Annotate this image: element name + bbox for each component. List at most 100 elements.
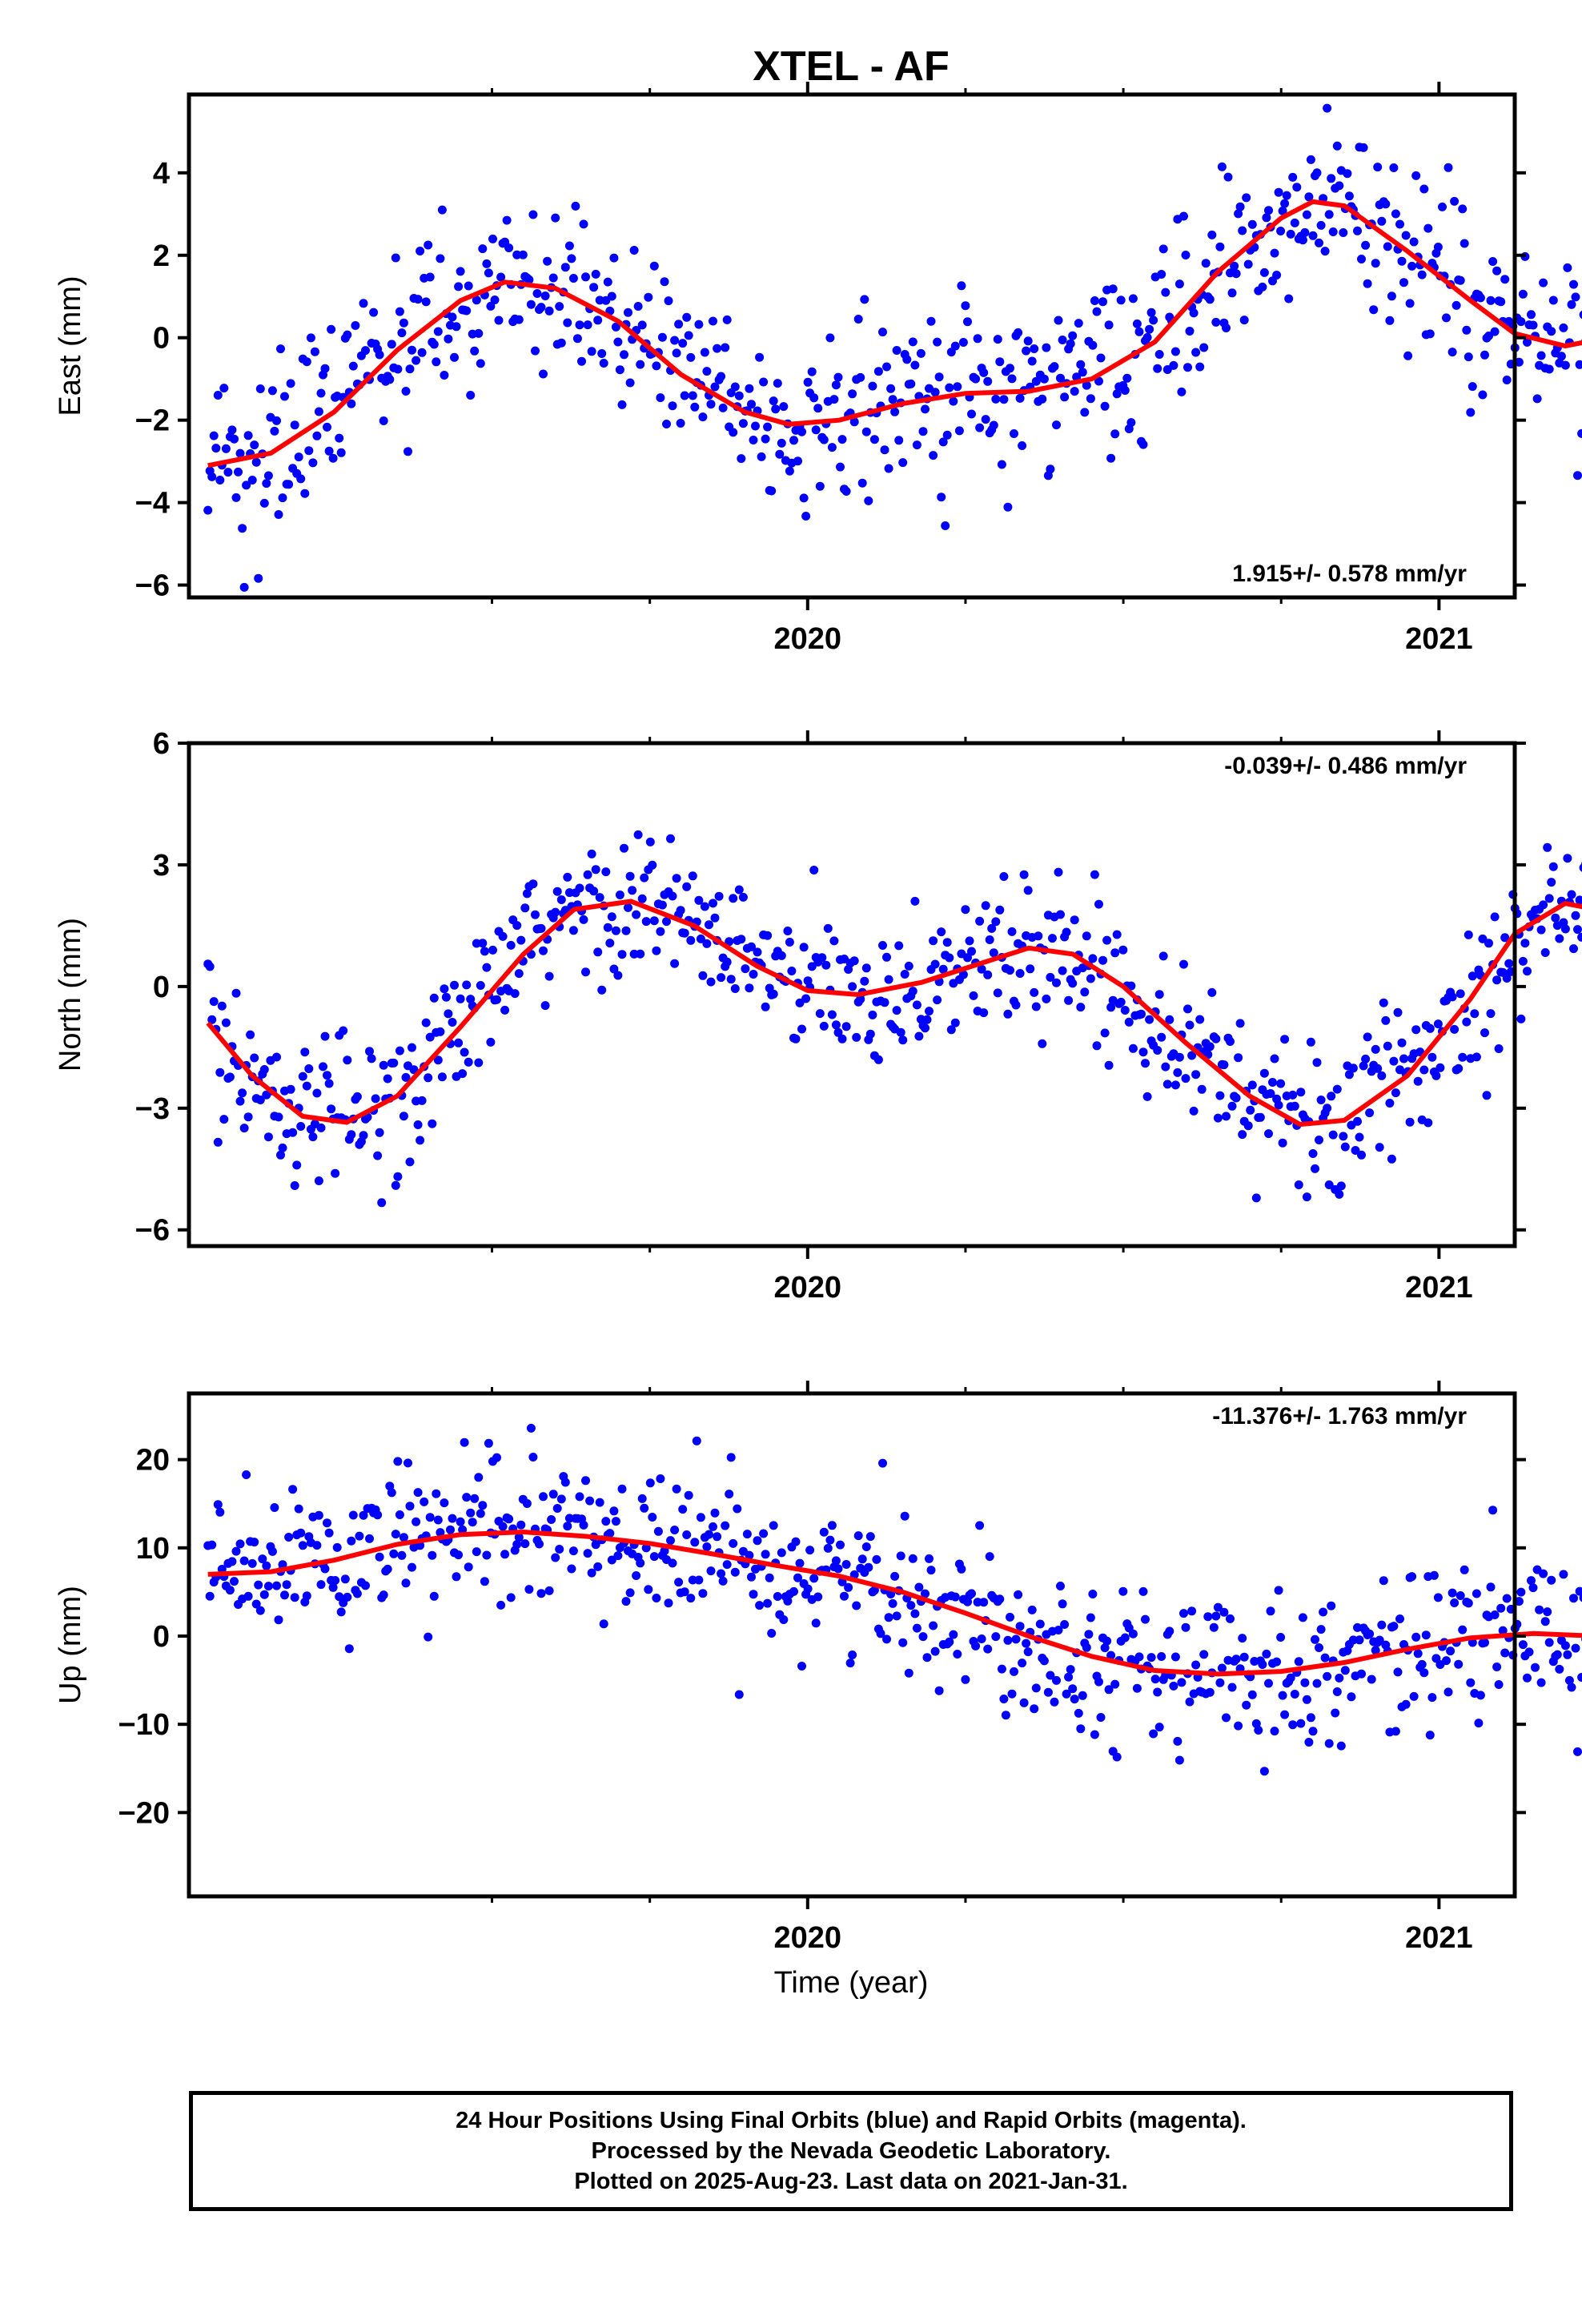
x-tick-label: 2020 xyxy=(774,1271,842,1305)
data-point xyxy=(1234,1053,1243,1063)
data-point xyxy=(726,1453,736,1462)
x-tick-label: 2020 xyxy=(774,622,842,656)
data-point xyxy=(649,1552,659,1562)
data-point xyxy=(1516,1587,1526,1597)
data-point xyxy=(857,1554,867,1564)
data-point xyxy=(548,273,558,283)
data-point xyxy=(1288,172,1298,182)
data-point xyxy=(853,1531,863,1541)
data-point xyxy=(1433,1019,1443,1029)
data-point xyxy=(710,913,720,923)
data-point xyxy=(672,874,681,883)
data-point xyxy=(254,573,263,583)
data-point xyxy=(348,361,358,371)
data-point xyxy=(405,1502,415,1511)
data-point xyxy=(466,995,476,1004)
data-point xyxy=(441,992,451,1002)
data-point xyxy=(991,917,1001,927)
x-tick-label: 2021 xyxy=(1405,1921,1473,1955)
data-point xyxy=(583,1549,592,1558)
data-point xyxy=(1276,1633,1286,1642)
data-point xyxy=(514,1533,524,1542)
data-point xyxy=(640,1503,649,1513)
data-point xyxy=(991,1632,1001,1642)
data-point xyxy=(1389,1056,1399,1066)
data-point xyxy=(710,382,720,392)
data-point xyxy=(815,481,825,491)
data-point xyxy=(757,452,766,461)
data-point xyxy=(1234,209,1243,219)
data-point xyxy=(908,337,917,347)
data-point xyxy=(235,1096,245,1106)
data-point xyxy=(1134,327,1144,336)
data-point xyxy=(975,916,985,926)
data-point xyxy=(572,334,582,344)
data-point xyxy=(1227,288,1237,298)
data-point xyxy=(749,1590,758,1599)
data-point xyxy=(314,1176,323,1185)
data-point xyxy=(278,493,287,503)
data-point xyxy=(837,435,847,444)
data-point xyxy=(1052,420,1061,430)
data-point xyxy=(979,1008,989,1018)
data-point xyxy=(331,1576,340,1585)
data-point xyxy=(482,259,492,268)
data-point xyxy=(692,1436,701,1445)
data-point xyxy=(624,903,632,912)
data-point xyxy=(1138,1586,1148,1596)
data-point xyxy=(833,1564,843,1574)
data-point xyxy=(1425,329,1435,339)
data-point xyxy=(617,1484,627,1494)
data-point xyxy=(524,275,534,284)
data-point xyxy=(702,367,712,376)
data-point xyxy=(263,471,273,480)
data-point xyxy=(1239,1652,1249,1662)
data-point xyxy=(255,1096,265,1104)
data-point xyxy=(595,1498,604,1507)
data-point xyxy=(1052,978,1061,987)
data-point xyxy=(1294,1180,1303,1189)
data-point xyxy=(898,1638,908,1647)
data-point xyxy=(498,1522,508,1531)
data-point xyxy=(1569,944,1578,954)
data-point xyxy=(607,912,616,922)
data-point xyxy=(536,1589,546,1598)
data-point xyxy=(1199,343,1209,352)
data-point xyxy=(934,1686,944,1695)
data-point xyxy=(1027,1605,1037,1614)
data-point xyxy=(1259,1068,1269,1078)
data-point xyxy=(1377,1071,1387,1080)
data-point xyxy=(1122,373,1132,383)
data-point xyxy=(296,1122,306,1131)
data-point xyxy=(440,1498,449,1508)
data-point xyxy=(500,1005,510,1015)
data-point xyxy=(1076,1003,1086,1012)
data-point xyxy=(801,994,811,1003)
data-point xyxy=(721,1521,730,1530)
data-point xyxy=(412,1517,421,1526)
data-point xyxy=(1064,1672,1074,1682)
data-point xyxy=(1247,219,1257,229)
data-point xyxy=(548,1490,558,1499)
data-point xyxy=(416,1136,425,1145)
data-point xyxy=(636,949,645,959)
data-point xyxy=(993,335,1002,344)
data-point xyxy=(1466,408,1476,417)
data-point xyxy=(645,837,655,846)
data-point xyxy=(1348,1635,1358,1645)
data-point xyxy=(644,1585,653,1594)
data-point xyxy=(474,328,484,338)
data-point xyxy=(747,400,756,409)
data-point xyxy=(238,524,247,533)
data-point xyxy=(1258,282,1267,292)
data-point xyxy=(375,350,384,360)
data-point xyxy=(983,970,993,979)
data-point xyxy=(556,1494,566,1504)
data-point xyxy=(1052,1675,1061,1685)
data-point xyxy=(1494,1044,1504,1053)
data-point xyxy=(1231,1655,1241,1664)
data-point xyxy=(1270,1727,1279,1736)
data-point xyxy=(688,391,697,400)
data-point xyxy=(474,1058,484,1068)
data-point xyxy=(840,1591,849,1601)
